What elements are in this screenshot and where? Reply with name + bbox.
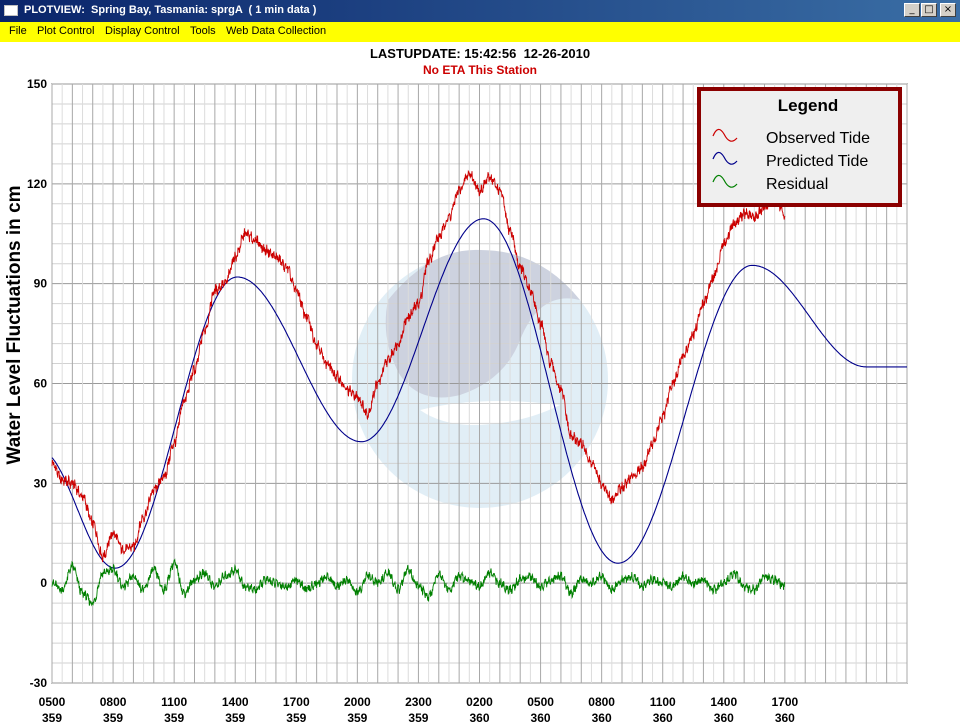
x-tick-time: 2000	[344, 695, 371, 709]
x-tick-time: 1100	[161, 695, 187, 709]
series-predicted-tide	[51, 218, 907, 569]
y-tick-label: 0	[40, 576, 47, 590]
x-tick-day: 359	[408, 711, 428, 725]
x-tick-day: 359	[347, 711, 367, 725]
legend-frame	[697, 87, 902, 207]
y-tick-label: 60	[34, 377, 48, 391]
series-residual	[51, 558, 786, 607]
app-icon	[4, 5, 18, 16]
legend-swatch-predicted	[712, 151, 738, 165]
x-tick-day: 360	[775, 711, 795, 725]
x-tick-day: 359	[42, 711, 62, 725]
x-tick-day: 359	[225, 711, 245, 725]
menu-display-control[interactable]: Display Control	[105, 25, 180, 37]
y-tick-label: -30	[30, 676, 48, 690]
y-tick-labels: 150 120 90 60 30 0 -30	[27, 77, 47, 690]
series-lines	[51, 169, 907, 607]
last-update-label: LASTUPDATE: 15:42:56 12-26-2010	[369, 46, 591, 61]
x-tick-day: 360	[469, 711, 489, 725]
x-tick-time: 0200	[466, 695, 493, 709]
legend-item-predicted: Predicted Tide	[766, 153, 868, 170]
legend-item-observed: Observed Tide	[766, 130, 870, 147]
x-tick-day: 360	[531, 711, 551, 725]
window-title: PLOTVIEW: Spring Bay, Tasmania: sprgA ( …	[24, 4, 317, 16]
window-titlebar[interactable]: PLOTVIEW: Spring Bay, Tasmania: sprgA ( …	[0, 0, 960, 22]
y-tick-label: 30	[34, 476, 48, 490]
menu-bar: File Plot Control Display Control Tools …	[0, 22, 960, 42]
x-tick-day: 359	[164, 711, 184, 725]
legend-title: Legend	[778, 96, 838, 115]
minimize-button[interactable]: _	[904, 3, 920, 17]
x-tick-time: 1400	[710, 695, 737, 709]
x-tick-day: 359	[286, 711, 306, 725]
menu-tools[interactable]: Tools	[190, 25, 216, 37]
eta-status: No ETA This Station	[423, 63, 537, 77]
legend-swatch-residual	[712, 174, 738, 188]
x-tick-day: 360	[653, 711, 673, 725]
series-observed-tide	[51, 169, 786, 563]
legend-swatch-observed	[712, 128, 738, 142]
x-tick-day: 360	[714, 711, 734, 725]
x-tick-time: 0500	[527, 695, 554, 709]
menu-plot-control[interactable]: Plot Control	[37, 25, 95, 37]
x-tick-labels: 0500 359 0800 359 1100 359 1400 359 1700 359 2000 3…	[39, 695, 799, 725]
legend-box: Legend Observed Tide Predicted Tide Resi…	[697, 87, 902, 207]
y-tick-label: 90	[34, 277, 48, 291]
menu-file[interactable]: File	[9, 25, 27, 37]
close-button[interactable]: ×	[940, 3, 956, 17]
maximize-button[interactable]: □	[921, 3, 937, 17]
x-tick-time: 0500	[39, 695, 66, 709]
x-tick-time: 1700	[283, 695, 310, 709]
x-tick-day: 360	[592, 711, 612, 725]
x-tick-time: 2300	[405, 695, 432, 709]
x-tick-time: 0800	[588, 695, 615, 709]
y-tick-label: 120	[27, 177, 47, 191]
x-tick-day: 359	[103, 711, 123, 725]
x-tick-time: 1100	[650, 695, 676, 709]
x-tick-time: 1400	[222, 695, 249, 709]
legend-item-residual: Residual	[766, 176, 828, 193]
x-tick-time: 0800	[100, 695, 127, 709]
x-tick-time: 1700	[772, 695, 799, 709]
menu-web-data-collection[interactable]: Web Data Collection	[226, 25, 327, 37]
y-tick-label: 150	[27, 77, 47, 91]
